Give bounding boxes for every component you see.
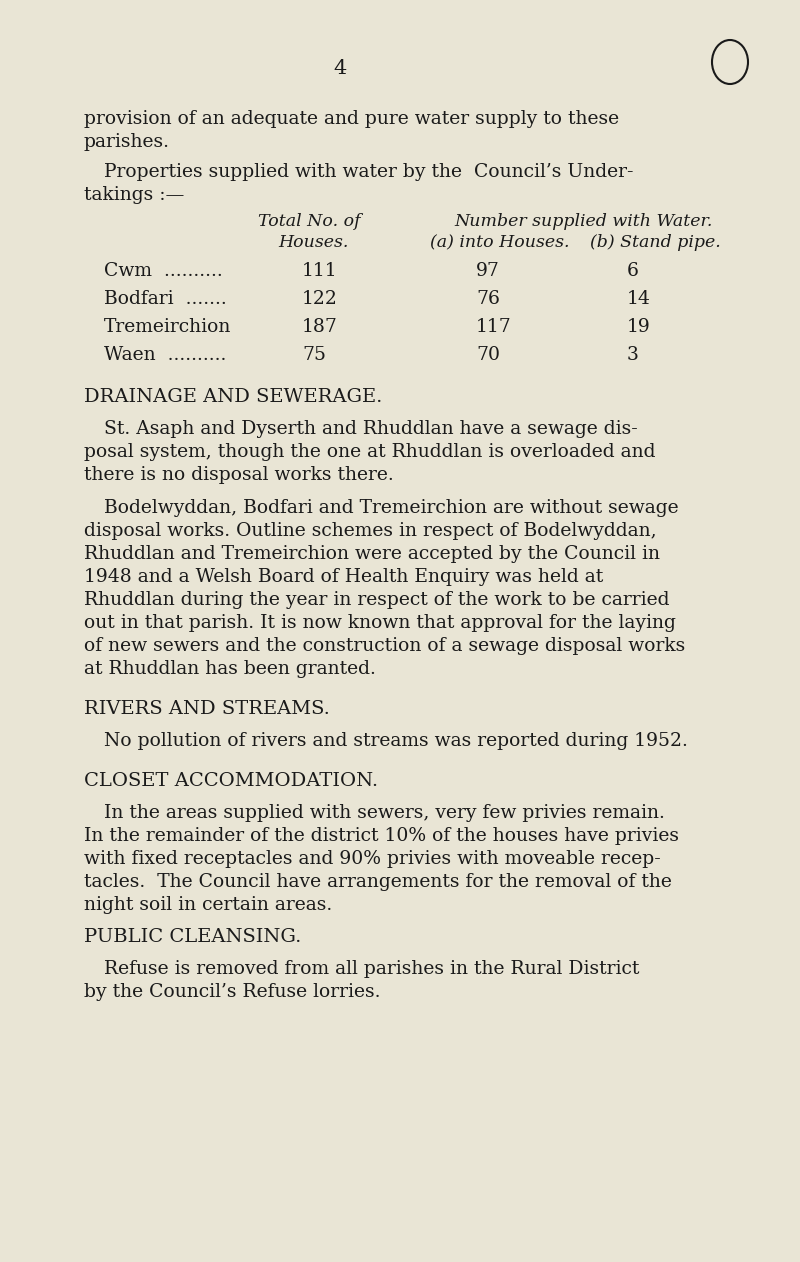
Text: Properties supplied with water by the  Council’s Under-: Properties supplied with water by the Co… bbox=[104, 163, 634, 180]
Text: Bodfari  .......: Bodfari ....... bbox=[104, 290, 226, 308]
Text: at Rhuddlan has been granted.: at Rhuddlan has been granted. bbox=[84, 660, 376, 678]
Text: 122: 122 bbox=[302, 290, 338, 308]
Text: RIVERS AND STREAMS.: RIVERS AND STREAMS. bbox=[84, 700, 330, 718]
Text: 70: 70 bbox=[476, 346, 500, 363]
Text: Rhuddlan and Tremeirchion were accepted by the Council in: Rhuddlan and Tremeirchion were accepted … bbox=[84, 545, 660, 563]
Text: by the Council’s Refuse lorries.: by the Council’s Refuse lorries. bbox=[84, 983, 381, 1001]
Text: night soil in certain areas.: night soil in certain areas. bbox=[84, 896, 332, 914]
Text: tacles.  The Council have arrangements for the removal of the: tacles. The Council have arrangements fo… bbox=[84, 873, 672, 891]
Text: out in that parish. It is now known that approval for the laying: out in that parish. It is now known that… bbox=[84, 615, 676, 632]
Text: DRAINAGE AND SEWERAGE.: DRAINAGE AND SEWERAGE. bbox=[84, 387, 382, 406]
Text: Total No. of: Total No. of bbox=[258, 213, 361, 230]
Text: of new sewers and the construction of a sewage disposal works: of new sewers and the construction of a … bbox=[84, 637, 686, 655]
Text: parishes.: parishes. bbox=[84, 133, 170, 151]
Text: Number supplied with Water.: Number supplied with Water. bbox=[454, 213, 712, 230]
Text: 3: 3 bbox=[627, 346, 639, 363]
Text: with fixed receptacles and 90% privies with moveable recep-: with fixed receptacles and 90% privies w… bbox=[84, 851, 661, 868]
Text: Houses.: Houses. bbox=[278, 233, 348, 251]
Text: Tremeirchion: Tremeirchion bbox=[104, 318, 231, 336]
Text: 76: 76 bbox=[476, 290, 500, 308]
Text: Refuse is removed from all parishes in the Rural District: Refuse is removed from all parishes in t… bbox=[104, 960, 639, 978]
Text: CLOSET ACCOMMODATION.: CLOSET ACCOMMODATION. bbox=[84, 772, 378, 790]
Text: 19: 19 bbox=[627, 318, 650, 336]
Text: provision of an adequate and pure water supply to these: provision of an adequate and pure water … bbox=[84, 110, 619, 127]
Text: 4: 4 bbox=[334, 58, 346, 77]
Text: 111: 111 bbox=[302, 262, 338, 280]
Text: disposal works. Outline schemes in respect of Bodelwyddan,: disposal works. Outline schemes in respe… bbox=[84, 522, 657, 540]
Text: Waen  ..........: Waen .......... bbox=[104, 346, 226, 363]
Text: there is no disposal works there.: there is no disposal works there. bbox=[84, 466, 394, 485]
Text: In the remainder of the district 10% of the houses have privies: In the remainder of the district 10% of … bbox=[84, 827, 679, 846]
Text: PUBLIC CLEANSING.: PUBLIC CLEANSING. bbox=[84, 928, 302, 946]
Text: 14: 14 bbox=[627, 290, 651, 308]
Text: 6: 6 bbox=[627, 262, 639, 280]
Text: takings :—: takings :— bbox=[84, 186, 184, 204]
Text: Bodelwyddan, Bodfari and Tremeirchion are without sewage: Bodelwyddan, Bodfari and Tremeirchion ar… bbox=[104, 498, 678, 517]
Text: (a) into Houses.: (a) into Houses. bbox=[430, 233, 570, 251]
Text: Cwm  ..........: Cwm .......... bbox=[104, 262, 222, 280]
Text: No pollution of rivers and streams was reported during 1952.: No pollution of rivers and streams was r… bbox=[104, 732, 688, 750]
Text: 97: 97 bbox=[476, 262, 500, 280]
Text: 1948 and a Welsh Board of Health Enquiry was held at: 1948 and a Welsh Board of Health Enquiry… bbox=[84, 568, 603, 586]
Text: posal system, though the one at Rhuddlan is overloaded and: posal system, though the one at Rhuddlan… bbox=[84, 443, 655, 461]
Text: Rhuddlan during the year in respect of the work to be carried: Rhuddlan during the year in respect of t… bbox=[84, 591, 670, 610]
Text: In the areas supplied with sewers, very few privies remain.: In the areas supplied with sewers, very … bbox=[104, 804, 665, 822]
Text: 75: 75 bbox=[302, 346, 326, 363]
Text: St. Asaph and Dyserth and Rhuddlan have a sewage dis-: St. Asaph and Dyserth and Rhuddlan have … bbox=[104, 420, 638, 438]
Text: 117: 117 bbox=[476, 318, 512, 336]
Text: 187: 187 bbox=[302, 318, 338, 336]
Text: (b) Stand pipe.: (b) Stand pipe. bbox=[590, 233, 721, 251]
